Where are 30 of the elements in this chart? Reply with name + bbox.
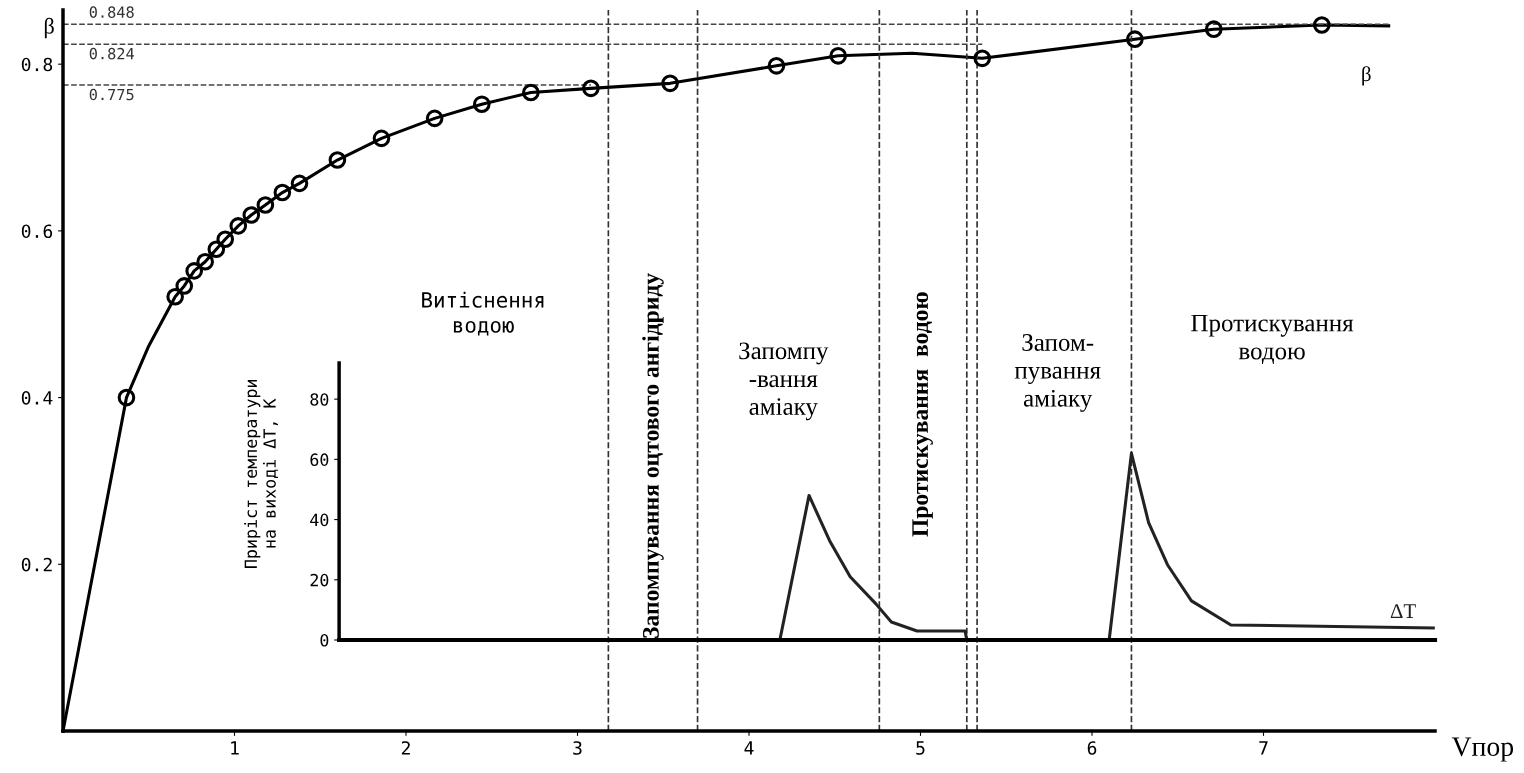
y-tick-label: 0.4 bbox=[21, 391, 53, 405]
y-tick-label: 0.2 bbox=[21, 557, 52, 572]
y-tick-label: 0.8 bbox=[21, 57, 53, 72]
x-tick-label: 2 bbox=[401, 741, 410, 755]
ref-line-label: 0.824 bbox=[89, 47, 134, 60]
y2-tick-label: 20 bbox=[310, 573, 329, 587]
x-axis-title: Vпор bbox=[1451, 737, 1514, 762]
ref-line-label: 0.775 bbox=[89, 88, 134, 101]
y2-tick-label: 80 bbox=[310, 393, 329, 406]
y2-tick-label: 0 bbox=[320, 634, 329, 647]
y2-axis-title: Приріст температури на виході ΔT, К bbox=[244, 379, 278, 569]
y2-tick-label: 40 bbox=[310, 513, 329, 527]
annotation: Запомпування оцтового ангідриду bbox=[642, 273, 664, 638]
x-tick-label: 4 bbox=[744, 741, 754, 755]
y-tick-label: 0.6 bbox=[21, 224, 53, 239]
annotation: Протискування водою bbox=[1191, 314, 1354, 365]
series-label: β bbox=[1362, 66, 1371, 86]
x-tick-label: 5 bbox=[916, 741, 925, 755]
x-tick-label: 3 bbox=[573, 741, 582, 755]
x-tick-label: 6 bbox=[1087, 741, 1097, 755]
annotation: Витіснення водою bbox=[422, 291, 544, 336]
x-tick-label: 1 bbox=[231, 741, 239, 755]
ref-line-label: 0.848 bbox=[89, 6, 134, 18]
y2-tick-label: 60 bbox=[310, 453, 329, 466]
x-tick-label: 7 bbox=[1259, 741, 1268, 755]
y-axis-title: β bbox=[44, 17, 54, 39]
series-label: ΔT bbox=[1390, 604, 1416, 618]
annotation: Запом- пування аміаку bbox=[1014, 334, 1101, 412]
annotation: Протискування водою bbox=[912, 292, 933, 537]
annotation: Запомпу -вання аміаку bbox=[739, 342, 829, 421]
